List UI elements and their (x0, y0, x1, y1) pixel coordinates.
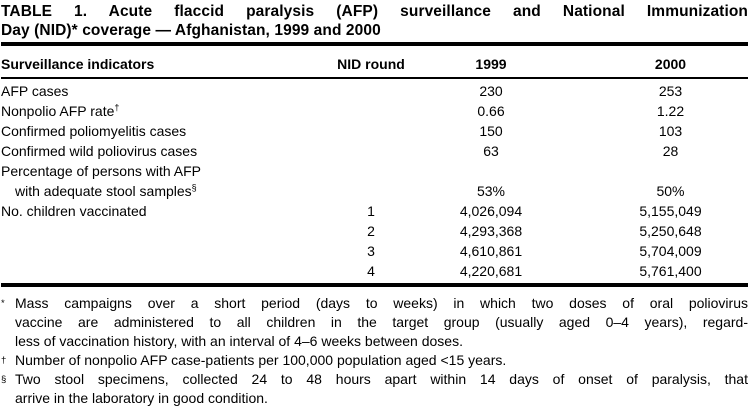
footnote-line: Two stool specimens, collected 24 to 48 … (15, 371, 748, 387)
footnote-line: Mass campaigns over a short period (days… (15, 295, 748, 311)
title-divider-rule (1, 42, 748, 46)
cell-2000: 5,761,400 (639, 263, 702, 279)
cell-2000: 103 (658, 123, 683, 139)
cell-2000: 1.22 (656, 103, 685, 119)
column-header-1999: 1999 (475, 56, 507, 72)
cell-indicator: with adequate stool samples§ (1, 181, 326, 201)
cell-indicator: Nonpolio AFP rate† (1, 101, 326, 121)
table-row: with adequate stool samples§ 53% 50% (1, 181, 748, 201)
footnote-section: § Two stool specimens, collected 24 to 4… (1, 370, 748, 408)
table-body: AFP cases 230 253 Nonpolio AFP rate† 0.6… (1, 79, 748, 283)
cell-2000: 253 (658, 83, 683, 99)
table-row: No. children vaccinated 1 4,026,094 5,15… (1, 201, 748, 221)
cell-1999: 53% (476, 183, 506, 199)
cell-indicator: Confirmed wild poliovirus cases (1, 141, 326, 161)
cell-1999: 4,293,368 (459, 223, 523, 239)
indicator-label: Percentage of persons with AFP (1, 163, 201, 179)
indicator-label: AFP cases (1, 83, 69, 99)
indicator-footnote-mark: † (114, 102, 120, 113)
column-header-indicators: Surveillance indicators (1, 56, 155, 72)
cell-2000: 50% (656, 183, 685, 199)
table-row: 3 4,610,861 5,704,009 (1, 241, 748, 261)
table-title-line2: Day (NID)* coverage — Afghanistan, 1999 … (1, 22, 381, 39)
table-row: Confirmed poliomyelitis cases 150 103 (1, 121, 748, 141)
footnote-asterisk: * Mass campaigns over a short period (da… (1, 294, 748, 351)
cell-indicator: AFP cases (1, 81, 326, 101)
table-row: 2 4,293,368 5,250,648 (1, 221, 748, 241)
cell-1999: 63 (483, 143, 499, 159)
footnote-marker: * (1, 298, 5, 309)
table-title: TABLE 1. Acute flaccid paralysis (AFP) s… (1, 2, 748, 40)
footnote-line: Number of nonpolio AFP case-patients per… (15, 352, 507, 368)
table-row: Percentage of persons with AFP (1, 161, 748, 181)
cell-1999: 150 (479, 123, 503, 139)
cell-1999: 4,026,094 (459, 203, 523, 219)
cell-2000: 5,250,648 (639, 223, 702, 239)
cell-nid-round: 3 (367, 243, 375, 259)
cell-1999: 4,220,681 (459, 263, 523, 279)
header-divider-rule (1, 77, 748, 79)
column-header-nid-round: NID round (337, 56, 405, 72)
table-header-row: Surveillance indicators NID round 1999 2… (1, 46, 748, 77)
footnote-text: Mass campaigns over a short period (days… (15, 294, 748, 351)
table-row: Nonpolio AFP rate† 0.66 1.22 (1, 101, 748, 121)
cell-2000: 5,155,049 (639, 203, 702, 219)
footnote-text: Two stool specimens, collected 24 to 48 … (15, 370, 748, 408)
indicator-label: Confirmed poliomyelitis cases (1, 123, 187, 139)
table-title-line1: TABLE 1. Acute flaccid paralysis (AFP) s… (1, 3, 748, 20)
cell-nid-round: 4 (367, 263, 375, 279)
cell-nid-round: 1 (367, 203, 375, 219)
footnote-dagger: † Number of nonpolio AFP case-patients p… (1, 351, 748, 370)
table-row: 4 4,220,681 5,761,400 (1, 261, 748, 281)
footnote-marker: § (1, 374, 7, 385)
indicator-footnote-mark: § (191, 182, 197, 193)
cell-2000: 28 (662, 143, 679, 159)
table-row: Confirmed wild poliovirus cases 63 28 (1, 141, 748, 161)
footnotes: * Mass campaigns over a short period (da… (1, 294, 748, 408)
cell-1999: 230 (479, 83, 503, 99)
footnote-line: vaccine are administered to all children… (15, 314, 748, 330)
indicator-label: No. children vaccinated (1, 203, 147, 219)
column-header-2000: 2000 (654, 56, 687, 72)
cell-2000: 5,704,009 (639, 243, 702, 259)
footnote-text: Number of nonpolio AFP case-patients per… (15, 351, 748, 370)
cell-indicator: Confirmed poliomyelitis cases (1, 121, 326, 141)
cell-indicator: No. children vaccinated (1, 201, 326, 221)
cell-indicator: Percentage of persons with AFP (1, 161, 326, 181)
indicator-label: Nonpolio AFP rate (1, 103, 115, 119)
cell-1999: 0.66 (477, 103, 505, 119)
table-bottom-rule (1, 283, 748, 287)
cell-1999: 4,610,861 (459, 243, 523, 259)
cell-nid-round: 2 (367, 223, 375, 239)
indicator-label: with adequate stool samples (15, 183, 192, 199)
footnote-line: less of vaccination history, with an int… (15, 333, 463, 349)
footnote-line: arrive in the laboratory in good conditi… (15, 390, 268, 406)
table-row: AFP cases 230 253 (1, 81, 748, 101)
footnote-marker: † (1, 355, 7, 366)
indicator-label: Confirmed wild poliovirus cases (1, 143, 198, 159)
